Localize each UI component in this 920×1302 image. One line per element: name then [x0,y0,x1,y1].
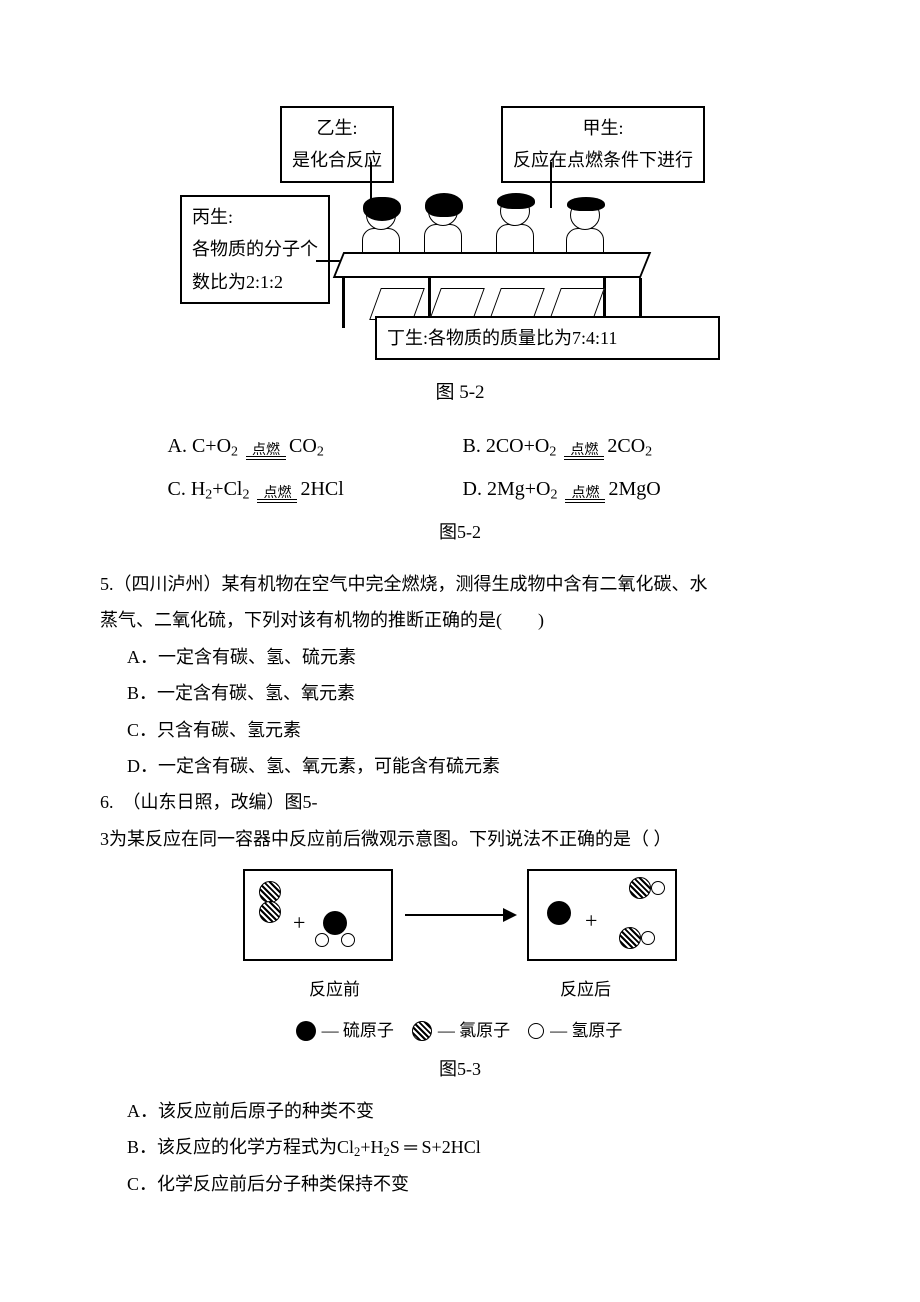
speech-ding-text: 丁生:各物质的质量比为7:4:11 [387,328,617,348]
before-label: 反应前 [309,975,360,1006]
eq-C-lhs-mid: +Cl [212,478,242,500]
sulfur-atom-icon [323,911,347,935]
figure-5-3-caption: 图5-3 [100,1053,820,1085]
q5-option-A: A．一定含有碳、氢、硫元素 [127,641,820,673]
speech-bing-name: 丙生: [192,201,318,233]
q6-B-mid2: S ═ S+2HCl [390,1137,481,1157]
q6-B-mid1: +H [360,1137,383,1157]
figure-5-3: + + 反应前 反应后 — 硫原子 — 氯原子 — 氢原子 图5-3 [100,869,820,1085]
figure-5-2-inner-label: 图 5-2 [100,376,820,410]
eq-D-lhs-sub: 2 [550,487,557,502]
eq-B-lhs: 2CO+O [486,435,550,457]
speech-bing: 丙生: 各物质的分子个 数比为2:1:2 [180,195,330,304]
atom-legend: — 硫原子 — 氯原子 — 氢原子 [100,1016,820,1047]
hydrogen-atom-icon [528,1023,544,1039]
reaction-arrow-icon [405,914,515,916]
eq-A-prefix: A. [168,435,192,457]
speech-bing-line1: 各物质的分子个 [192,233,318,265]
speech-yi: 乙生: 是化合反应 [280,106,394,183]
sulfur-atom-icon [296,1021,316,1041]
eq-B-prefix: B. [463,435,486,457]
q6-B-prefix: B．该反应的化学方程式为Cl [127,1137,354,1157]
eq-C-lhs-sub2: 2 [242,487,249,502]
q5-option-C: C．只含有碳、氢元素 [127,714,820,746]
speech-jia-line: 反应在点燃条件下进行 [513,144,693,176]
after-box: + [527,869,677,961]
connector [550,162,552,208]
hydrogen-atom-icon [651,881,665,895]
eq-A-lhs: C+O [192,435,231,457]
eq-A-rhs: CO [289,435,317,457]
reaction-arrow-icon: 点燃 [246,444,286,460]
figure-5-2: 乙生: 是化合反应 甲生: 反应在点燃条件下进行 丙生: 各物质的分子个 数比为… [100,90,820,410]
q6-option-C: C．化学反应前后分子种类保持不变 [127,1168,820,1200]
speech-yi-line: 是化合反应 [292,144,382,176]
plus-icon: + [293,903,305,943]
after-label: 反应后 [560,975,611,1006]
q5-stem-line2: 蒸气、二氧化硫，下列对该有机物的推断正确的是( ) [100,604,820,636]
q5-option-B: B．一定含有碳、氢、氧元素 [127,677,820,709]
eq-C-rhs: 2HCl [300,478,343,500]
q6-stem-line1: 6. （山东日照，改编）图5- [100,786,820,818]
hydrogen-atom-icon [641,931,655,945]
speech-jia-name: 甲生: [513,112,693,144]
eq-C-prefix: C. [168,478,191,500]
speech-yi-name: 乙生: [292,112,382,144]
student-yi [418,196,468,258]
option-D-equation: D. 2Mg+O2 点燃2MgO [463,471,753,508]
hydrogen-atom-icon [341,933,355,947]
eq-D-prefix: D. [463,478,487,500]
chlorine-atom-icon [629,877,651,899]
q5-option-D: D．一定含有碳、氢、氧元素，可能含有硫元素 [127,750,820,782]
before-after-labels: 反应前 反应后 [100,975,820,1006]
eq-A-lhs-sub: 2 [231,445,238,460]
eq-B-lhs-sub: 2 [549,445,556,460]
legend-h-text: — 氢原子 [550,1016,622,1047]
legend-cl-text: — 氯原子 [438,1016,510,1047]
chlorine-atom-icon [412,1021,432,1041]
q6-option-A: A．该反应前后原子的种类不变 [127,1095,820,1127]
chlorine-atom-icon [259,881,281,903]
student-jia [490,196,540,258]
eq-B-rhs: 2CO [607,435,645,457]
legend-s-text: — 硫原子 [322,1016,394,1047]
q6-stem-line2: 3为某反应在同一容器中反应前后微观示意图。下列说法不正确的是（ ） [100,823,820,855]
reaction-diagram: + + [243,869,677,961]
chlorine-atom-icon [259,901,281,923]
option-B-equation: B. 2CO+O2 点燃2CO2 [463,428,753,465]
option-A-equation: A. C+O2 点燃CO2 [168,428,458,465]
equation-options: A. C+O2 点燃CO2 B. 2CO+O2 点燃2CO2 C. H2+Cl2… [100,428,820,507]
speech-jia: 甲生: 反应在点燃条件下进行 [501,106,705,183]
option-C-equation: C. H2+Cl2 点燃2HCl [168,471,458,508]
eq-D-lhs: 2Mg+O [487,478,551,500]
sulfur-atom-icon [547,901,571,925]
eq-A-rhs-sub: 2 [317,445,324,460]
plus-icon: + [585,901,597,941]
eq-D-rhs: 2MgO [608,478,660,500]
hydrogen-atom-icon [315,933,329,947]
speech-bing-line2: 数比为2:1:2 [192,266,318,298]
cartoon-scene: 乙生: 是化合反应 甲生: 反应在点燃条件下进行 丙生: 各物质的分子个 数比为… [180,90,740,370]
reaction-arrow-icon: 点燃 [257,487,297,503]
connector [370,162,372,210]
chlorine-atom-icon [619,927,641,949]
figure-5-2-caption: 图5-2 [100,516,820,548]
before-box: + [243,869,393,961]
reaction-arrow-icon: 点燃 [565,487,605,503]
eq-B-rhs-sub: 2 [645,445,652,460]
q6-option-B: B．该反应的化学方程式为Cl2+H2S ═ S+2HCl [127,1131,820,1164]
speech-ding: 丁生:各物质的质量比为7:4:11 [375,316,720,360]
reaction-arrow-icon: 点燃 [564,444,604,460]
eq-C-lhs: H [191,478,205,500]
q5-stem-line1: 5.（四川泸州）某有机物在空气中完全燃烧，测得生成物中含有二氧化碳、水 [100,568,820,600]
